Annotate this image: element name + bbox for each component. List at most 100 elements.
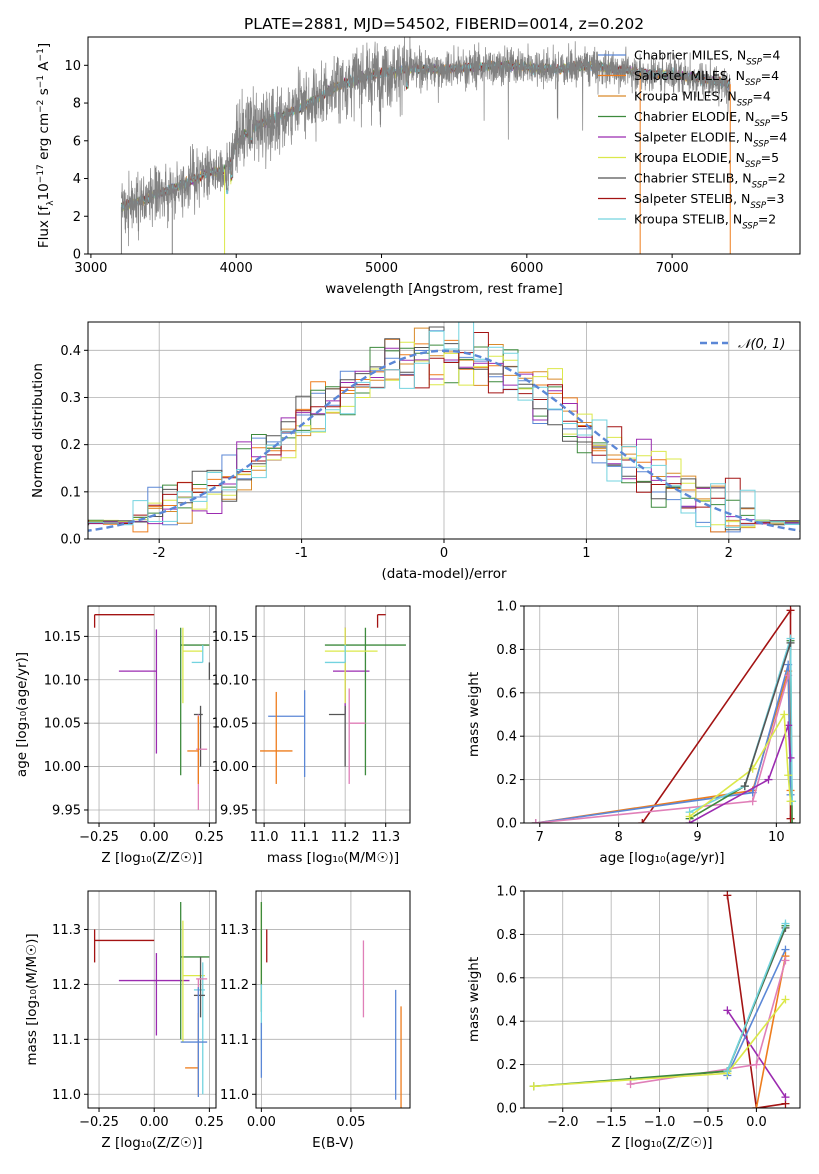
y-axis-label: mass weight — [466, 672, 482, 757]
legend-label-sub: SSP — [750, 201, 766, 211]
y-tick-label: 0.8 — [496, 643, 517, 658]
frame-age-vs-mass: 11.0 11.1 11.2 11.3 9.95 10.00 10.05 10.10 10.15… — [212, 605, 411, 866]
legend-label-suffix: =5 — [761, 150, 779, 165]
axes-mass-vs-Z — [88, 891, 216, 1108]
x-axis-label: wavelength [Angstrom, rest frame] — [325, 281, 563, 297]
y-tick-label: 8 — [73, 97, 81, 112]
y-tick-label: 0.0 — [60, 533, 81, 548]
x-tick-label: 0.25 — [195, 1115, 224, 1130]
errorbar-plot — [93, 614, 211, 810]
legend-label-suffix: =4 — [762, 48, 780, 63]
weight-series-line — [755, 955, 787, 1108]
weight-series-line — [726, 1009, 787, 1098]
y-axis-label: Normed distribution — [30, 363, 46, 498]
legend-label-suffix: =4 — [761, 68, 779, 83]
axes-frame — [255, 890, 411, 1109]
axes-weight-vs-age — [524, 605, 800, 824]
x-tick-label: 7 — [536, 830, 544, 845]
legend-label: Kroupa ELODIE, NSSP=5 — [634, 150, 779, 170]
y-tick-label: 0.4 — [496, 730, 517, 745]
x-tick-label: −0.25 — [79, 1115, 119, 1130]
frame-residuals: -2 -1 0 1 2 0.0 0.1 0.2 0.3 0.4 (data-model)/error… — [30, 321, 801, 582]
y-label-part: λ — [46, 200, 56, 206]
x-tick-label: 0.00 — [140, 830, 169, 845]
errorbar-plot — [260, 614, 406, 784]
x-tick-label: 11.3 — [371, 830, 400, 845]
legend-label-text: Chabrier STELIB, N — [634, 171, 752, 186]
y-tick-label: 11.1 — [220, 1033, 249, 1048]
y-label-part: −2 — [36, 100, 46, 113]
legend-label: Salpeter STELIB, NSSP=3 — [634, 191, 784, 211]
y-tick-label: 0.6 — [496, 686, 517, 701]
legend-label-text: Salpeter MILES, N — [634, 68, 745, 83]
axes-age-vs-mass — [256, 606, 410, 823]
normal-curve — [88, 349, 800, 532]
y-label-part: Flux [f — [36, 204, 52, 248]
x-tick-label: 6000 — [510, 261, 543, 276]
y-axis-label: Flux [fλ10−17 erg cm−2 s−1 A−1] — [36, 43, 56, 248]
legend-label: Kroupa MILES, NSSP=4 — [634, 89, 771, 109]
legend-label: Kroupa STELIB, NSSP=2 — [634, 212, 776, 232]
y-tick-label: 10 — [64, 59, 81, 74]
y-tick-label: 10.10 — [44, 673, 81, 688]
x-tick-label: 2 — [725, 546, 733, 561]
legend-label-sub: SSP — [752, 181, 768, 191]
legend-label-text: Kroupa MILES, N — [634, 89, 737, 104]
y-tick-label: 4 — [73, 172, 81, 187]
spectrum-plot — [120, 37, 731, 254]
y-tick-label: 10.15 — [44, 630, 81, 645]
x-tick-label: 11.2 — [331, 830, 360, 845]
residual-histogram — [88, 322, 800, 528]
weight-series-line — [744, 642, 792, 787]
legend-label: Salpeter ELODIE, NSSP=4 — [634, 130, 787, 150]
x-tick-label: 11.0 — [250, 830, 279, 845]
x-tick-label: 7000 — [656, 261, 689, 276]
y-tick-label: 11.0 — [220, 1088, 249, 1103]
legend-label-text: Chabrier ELODIE, N — [634, 109, 754, 124]
y-tick-label: 10.15 — [212, 630, 249, 645]
y-label-part: A — [36, 61, 52, 75]
x-tick-label: 8 — [614, 830, 622, 845]
weight-series-line — [535, 664, 792, 823]
y-tick-label: 0.8 — [496, 928, 517, 943]
axes-frame — [523, 605, 801, 824]
y-axis-label: mass weight — [466, 957, 482, 1042]
axes-frame — [87, 605, 217, 824]
x-tick-label: 0.0 — [746, 1115, 767, 1130]
y-tick-label: 10.05 — [212, 717, 249, 732]
y-tick-label: 10.00 — [44, 760, 81, 775]
y-tick-label: 11.3 — [52, 923, 81, 938]
legend-label-sub: SSP — [745, 78, 761, 88]
legend-label-suffix: =4 — [752, 89, 770, 104]
axes-frame — [87, 36, 801, 255]
legend-label: Chabrier MILES, NSSP=4 — [634, 48, 780, 68]
y-tick-label: 2 — [73, 210, 81, 225]
figure-title: PLATE=2881, MJD=54502, FIBERID=0014, z=0… — [244, 15, 644, 33]
frame-weight-vs-Z: −2.0 −1.5 −1.0 −0.5 0.0 0.0 0.2 0.4 0.6 0.8 1.0 Z [… — [466, 885, 801, 1151]
legend-label-text: Kroupa ELODIE, N — [634, 150, 745, 165]
legend-label-sub: SSP — [742, 222, 758, 232]
x-tick-label: -2 — [153, 546, 166, 561]
legend: 𝒩(0, 1) — [700, 337, 785, 352]
x-axis-label: Z [log₁₀(Z/Z☉)] — [611, 1135, 712, 1151]
errorbar-plot — [93, 901, 210, 1098]
y-label-part: −1 — [36, 48, 46, 61]
legend-label: Salpeter MILES, NSSP=4 — [634, 68, 779, 88]
y-tick-label: 11.0 — [52, 1088, 81, 1103]
axes-mass-vs-ebv — [256, 891, 410, 1108]
y-tick-label: 11.2 — [52, 978, 81, 993]
weight-plot — [529, 891, 790, 1108]
y-tick-label: 0.2 — [496, 1058, 517, 1073]
frame-mass-vs-Z: −0.25 0.00 0.25 11.0 11.1 11.2 11.3 Z [log₁₀(Z/… — [24, 890, 224, 1151]
x-tick-label: −1.0 — [644, 1115, 676, 1130]
frame-weight-vs-age: 7 8 9 10 0.0 0.2 0.4 0.6 0.8 1.0 age [log₁₀(age/yr… — [466, 600, 801, 866]
y-tick-label: 11.2 — [220, 978, 249, 993]
y-tick-label: 0.1 — [60, 485, 81, 500]
x-tick-label: 0 — [440, 546, 448, 561]
legend-label-sub: SSP — [753, 140, 769, 150]
frame-spectrum: 3000 4000 5000 6000 7000 0 2 4 6 8 10 wavelength [A… — [64, 36, 801, 297]
x-tick-label: −1.5 — [595, 1115, 627, 1130]
y-tick-label: 0.0 — [496, 1102, 517, 1117]
residual-plot — [88, 322, 800, 533]
